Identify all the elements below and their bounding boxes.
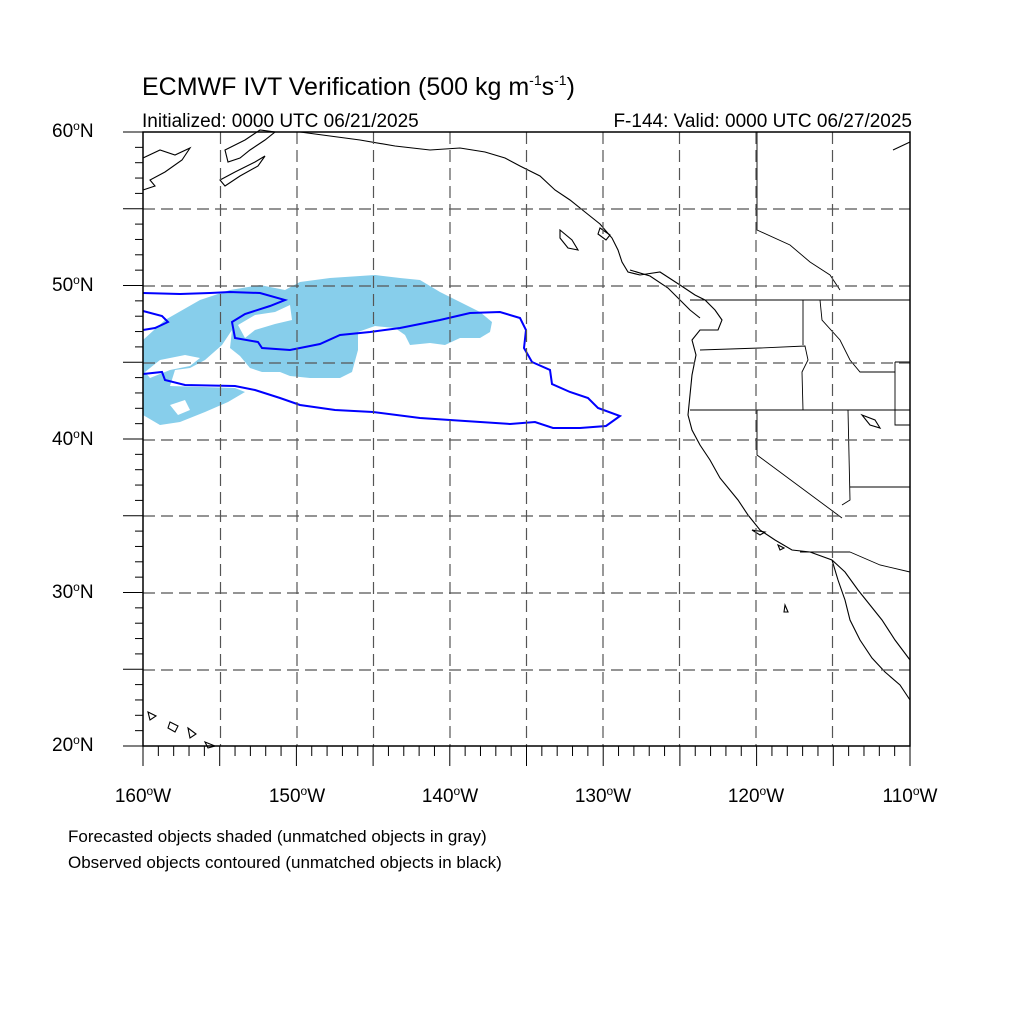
lon-label-130w: 130oW (574, 784, 632, 807)
initialized-time: Initialized: 0000 UTC 06/21/2025 (142, 111, 419, 132)
forecast-object-shading (143, 275, 492, 425)
observed-object-contour (142, 290, 623, 429)
footnote-forecast: Forecasted objects shaded (unmatched obj… (68, 827, 487, 846)
forecast-object-gap (170, 400, 190, 415)
valid-time: F-144: Valid: 0000 UTC 06/27/2025 (613, 111, 912, 132)
footnote-observed: Observed objects contoured (unmatched ob… (68, 853, 502, 872)
forecast-object-gap (238, 305, 292, 338)
map-title: ECMWF IVT Verification (500 kg m-1s-1) (142, 72, 575, 101)
political-borders (690, 132, 911, 573)
lon-label-120w: 120oW (727, 784, 785, 807)
lon-label-160w: 160oW (114, 784, 172, 807)
lon-label-110w: 110oW (882, 784, 938, 807)
axis-ticks (123, 131, 911, 766)
lat-label-60: 60oN (52, 119, 94, 142)
coastline (142, 129, 911, 749)
lat-label-40: 40oN (52, 427, 94, 450)
lat-label-20: 20oN (52, 733, 94, 756)
observed-object-contour (142, 310, 170, 331)
map-frame (142, 131, 911, 747)
lat-label-50: 50oN (52, 273, 94, 296)
lon-label-150w: 150oW (268, 784, 326, 807)
lon-label-140w: 140oW (421, 784, 479, 807)
lat-lon-grid (143, 132, 910, 746)
lat-label-30: 30oN (52, 580, 94, 603)
